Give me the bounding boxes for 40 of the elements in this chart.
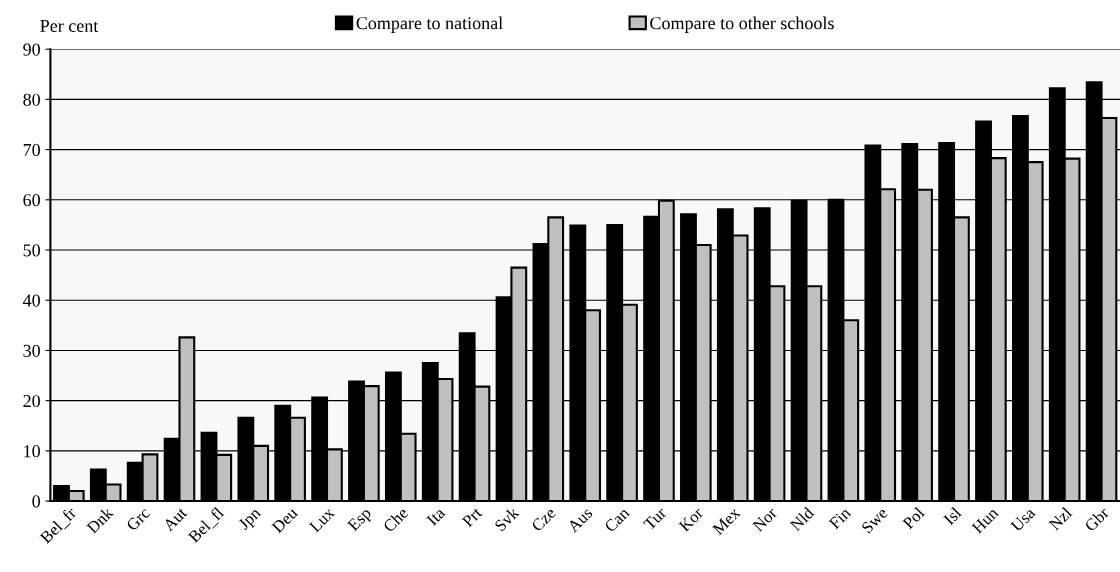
y-tick-label: 0: [32, 495, 40, 508]
y-tick-label: 20: [23, 394, 40, 408]
x-tick-label: Cze: [530, 506, 557, 533]
x-tick-label: Kor: [678, 506, 705, 533]
legend-label: Compare to other schools: [650, 16, 834, 33]
y-tick-label: 40: [22, 294, 40, 307]
x-tick-label: Grc: [125, 506, 151, 532]
y-axis-title: Per cent: [40, 19, 99, 32]
x-tick-label: Che: [382, 506, 409, 533]
y-tick-label: 80: [23, 93, 40, 106]
x-tick-label: Ita: [426, 506, 446, 527]
y-tick-label: 60: [23, 194, 40, 207]
x-tick-label: Lux: [308, 506, 336, 533]
y-tick-label: 10: [24, 445, 40, 458]
x-tick-label: Svk: [493, 505, 520, 532]
x-tick-label: Aus: [566, 506, 594, 534]
x-tick-label: Swe: [861, 506, 889, 534]
x-tick-label: Fin: [828, 506, 852, 530]
y-tick-label: 70: [23, 143, 40, 157]
x-tick-label: Nzl: [1048, 506, 1073, 531]
x-tick-label: Pol: [901, 506, 926, 530]
x-tick-label: Can: [603, 506, 631, 533]
y-tick-label: 90: [23, 43, 40, 56]
x-tick-label: Nor: [752, 506, 778, 533]
y-tick-label: 30: [23, 344, 40, 357]
x-tick-label: Prt: [461, 506, 483, 528]
x-tick-label: Mex: [711, 506, 741, 536]
x-tick-label: Isl: [942, 506, 963, 526]
x-tick-label: Dnk: [85, 505, 114, 535]
x-tick-label: Usa: [1010, 506, 1036, 533]
legend-label: Compare to national: [356, 16, 503, 33]
x-tick-label: Gbr: [1083, 506, 1110, 533]
x-tick-label: Deu: [271, 506, 299, 534]
x-tick-label: Tur: [643, 506, 668, 531]
y-tick-label: 50: [23, 244, 40, 257]
x-tick-label: Nld: [789, 506, 815, 532]
x-tick-label: Aut: [162, 506, 188, 532]
x-tick-label: Hun: [971, 506, 1000, 535]
x-tick-label: Esp: [347, 506, 375, 534]
x-tick-label: Jpn: [237, 506, 264, 533]
